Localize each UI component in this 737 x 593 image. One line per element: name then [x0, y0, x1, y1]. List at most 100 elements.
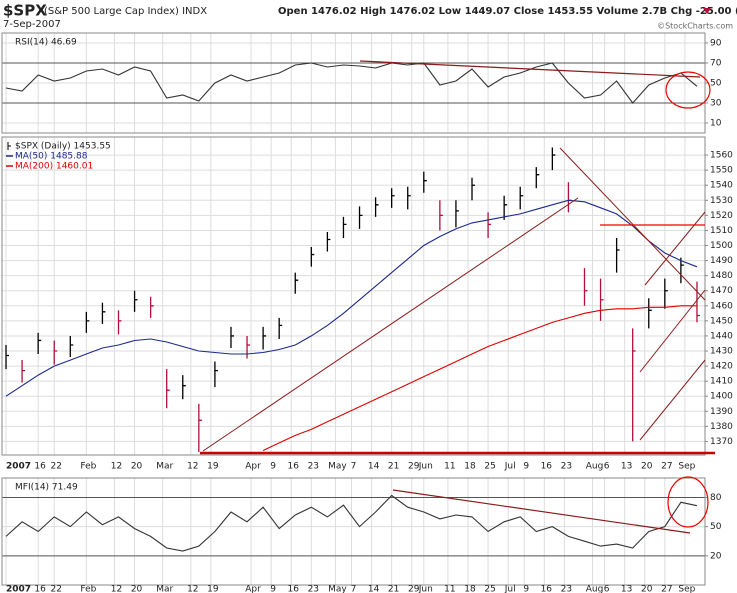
y-tick-label: 20: [710, 551, 722, 561]
x-tick-label: 19: [207, 585, 219, 593]
price-bar: [471, 177, 476, 201]
x-tick-label: 20: [131, 585, 143, 593]
price-bar: [53, 340, 58, 365]
price-bar: [278, 317, 283, 339]
trend-line: [639, 359, 706, 441]
y-tick-label: 1430: [710, 347, 733, 357]
price-bar: [5, 344, 10, 370]
x-tick-label: 23: [308, 462, 319, 472]
y-tick-label: 50: [710, 522, 722, 532]
price-bar: [535, 167, 540, 189]
price-bar: [198, 403, 202, 452]
price-bar: [21, 360, 26, 383]
x-tick-label: Aug: [586, 585, 604, 593]
x-tick-label: 20: [641, 585, 653, 593]
x-tick-label: Aug: [586, 462, 604, 472]
x-tick-label: 9: [270, 585, 276, 593]
x-tick-label: 20: [131, 462, 143, 472]
mfi-panel: [2, 478, 705, 585]
x-tick-label: 27: [661, 585, 672, 593]
x-tick-label: Mar: [156, 462, 173, 472]
x-tick-label: 11: [444, 462, 455, 472]
price-bar: [246, 335, 251, 359]
x-tick-label: 23: [308, 585, 319, 593]
date: 7-Sep-2007: [3, 19, 61, 30]
price-bar: [69, 335, 74, 358]
price-bar: [423, 171, 427, 193]
y-tick-label: 80: [710, 493, 722, 503]
x-tick-label: 14: [368, 585, 380, 593]
y-tick-label: 1380: [710, 422, 733, 432]
y-tick-label: 1490: [710, 256, 733, 266]
price-bar: [149, 296, 154, 318]
price-bar: [294, 272, 299, 294]
price-bar: [439, 200, 443, 231]
x-tick-label: 9: [523, 585, 529, 593]
x-tick-label: 12: [187, 462, 198, 472]
y-tick-label: 1500: [710, 241, 733, 251]
legend-label: MA(50) 1485.88: [15, 152, 88, 162]
x-tick-label: 29: [408, 585, 420, 593]
y-tick-label: 1480: [710, 271, 733, 281]
price-bar: [664, 278, 668, 309]
price-bar: [358, 206, 363, 229]
price-bar: [214, 361, 218, 388]
x-tick-label: 7: [351, 585, 357, 593]
legend-title: $SPX (Daily) 1453.55: [15, 142, 111, 152]
y-tick-label: 10: [710, 119, 722, 129]
x-tick-label: Jul: [504, 462, 516, 472]
series-line: [5, 199, 698, 397]
price-bar: [551, 147, 556, 171]
trend-line: [202, 197, 579, 452]
x-tick-label: 2007: [6, 585, 31, 593]
price-bar: [455, 200, 459, 228]
index-name: (S&P 500 Large Cap Index) INDX: [44, 6, 207, 17]
x-tick-label: Feb: [80, 462, 96, 472]
x-tick-label: 16: [288, 585, 300, 593]
price-bar: [648, 298, 652, 329]
y-tick-label: 1390: [710, 407, 733, 417]
price-bar: [374, 197, 379, 217]
legend-label: RSI(14) 46.69: [15, 38, 77, 48]
series-line: [5, 494, 698, 552]
price-bar: [262, 326, 267, 350]
price-bar: [599, 278, 604, 321]
y-tick-label: 1400: [710, 392, 733, 402]
y-tick-label: 1420: [710, 362, 733, 372]
y-tick-label: 1510: [710, 226, 733, 236]
trend-line: [359, 60, 701, 78]
annotations: [200, 60, 715, 534]
x-tick-label: 13: [621, 462, 632, 472]
panel-frame: [1, 477, 706, 586]
x-tick-label: 13: [621, 585, 632, 593]
x-tick-label: Mar: [156, 585, 173, 593]
price-bar: [696, 281, 700, 323]
down-arrow: [703, 8, 711, 14]
legend-label: MA(200) 1460.01: [15, 162, 93, 172]
x-tick-label: Sep: [678, 462, 695, 472]
x-tick-label: 6: [604, 585, 610, 593]
highlight-circle: [667, 476, 709, 528]
x-tick-label: 21: [388, 585, 399, 593]
x-tick-label: 14: [368, 462, 380, 472]
price-bar: [680, 257, 684, 284]
price-bar: [615, 237, 620, 273]
y-tick-label: 90: [710, 39, 722, 49]
y-tick-label: 1470: [710, 286, 733, 296]
trend-line: [644, 211, 706, 286]
price-bar: [407, 186, 411, 210]
price-bar: [583, 268, 588, 306]
x-tick-label: 12: [111, 462, 122, 472]
x-tick-label: 12: [111, 585, 122, 593]
price-bar: [567, 182, 572, 213]
x-tick-label: 20: [641, 462, 653, 472]
price-bar: [503, 195, 508, 220]
x-tick-label: 27: [661, 462, 672, 472]
x-tick-label: 29: [408, 462, 420, 472]
y-tick-label: 1550: [710, 166, 733, 176]
x-tick-label: May: [328, 585, 347, 593]
symbol: $SPX: [3, 2, 47, 20]
price-panel: [2, 137, 705, 455]
series-line: [5, 62, 698, 104]
x-tick-label: 16: [34, 462, 46, 472]
